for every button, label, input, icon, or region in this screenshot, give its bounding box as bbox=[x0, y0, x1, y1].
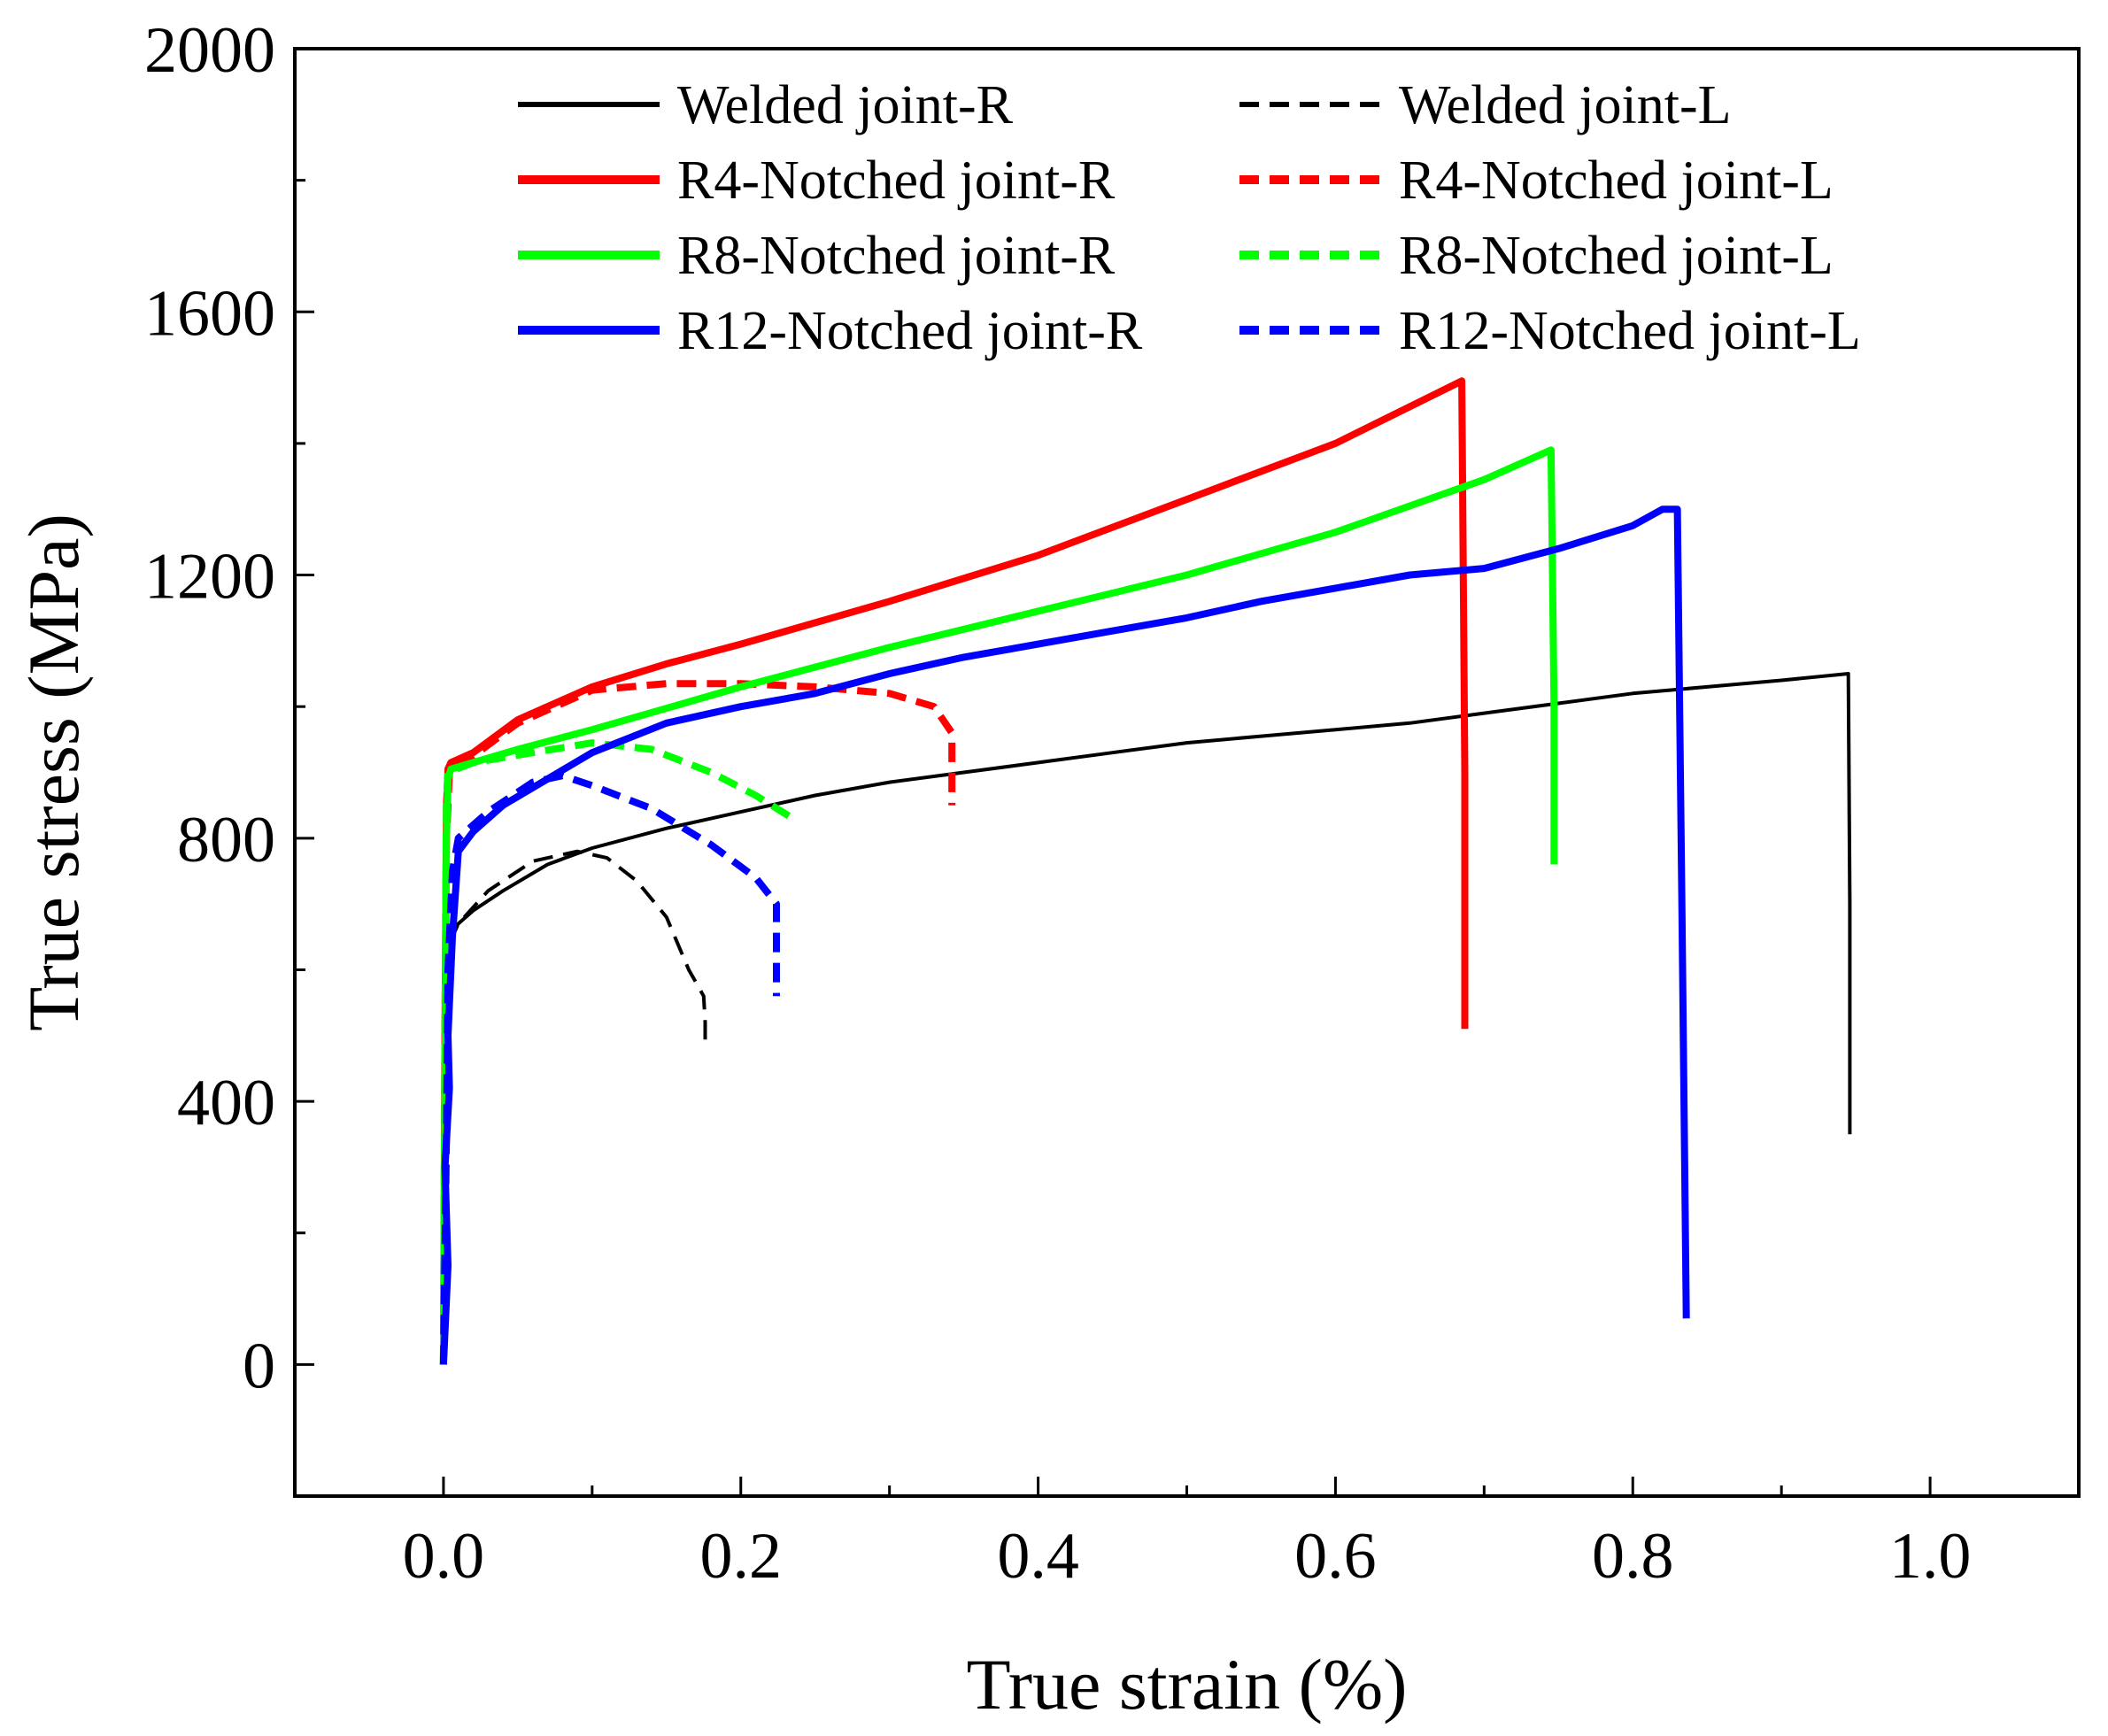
legend-label: R8-Notched joint-R bbox=[677, 226, 1116, 286]
y-tick-label: 0 bbox=[243, 1330, 275, 1402]
legend-label: Welded joint-R bbox=[677, 75, 1014, 135]
y-tick-label: 1200 bbox=[144, 541, 275, 613]
series-layer bbox=[439, 377, 1852, 1365]
x-tick-label: 0.4 bbox=[997, 1520, 1079, 1593]
legend-label: R8-Notched joint-L bbox=[1399, 226, 1834, 286]
x-tick-label: 0.6 bbox=[1294, 1520, 1377, 1593]
axis-ticks: 0.0 0.2 0.4 0.6 0.8 1.0 0 400 800 1200 1600 2000 bbox=[144, 14, 2081, 1593]
legend-label: R4-Notched joint-R bbox=[677, 150, 1116, 211]
legend-label: R12-Notched joint-L bbox=[1399, 301, 1861, 361]
legend: Welded joint-R Welded joint-L R4-Notched j… bbox=[518, 75, 1861, 361]
x-tick-label: 0.8 bbox=[1592, 1520, 1674, 1593]
series-line-r8-notched-joint-r bbox=[439, 446, 1558, 1365]
y-tick-label: 2000 bbox=[144, 14, 275, 87]
x-axis-title: True strain (%) bbox=[966, 1644, 1407, 1724]
x-tick-label: 0.2 bbox=[700, 1520, 783, 1593]
y-tick-label: 1600 bbox=[144, 277, 275, 350]
legend-label: R12-Notched joint-R bbox=[677, 301, 1143, 361]
x-tick-label: 1.0 bbox=[1889, 1520, 1972, 1593]
x-tick-label: 0.0 bbox=[403, 1520, 485, 1593]
series-line-r8-notched-joint-l bbox=[439, 739, 795, 1365]
y-axis-title: True stress (MPa) bbox=[13, 513, 94, 1031]
y-tick-label: 800 bbox=[177, 804, 275, 876]
legend-label: R4-Notched joint-L bbox=[1399, 150, 1834, 211]
y-tick-label: 400 bbox=[177, 1067, 275, 1139]
series-line-r12-notched-joint-l bbox=[439, 772, 780, 1365]
legend-label: Welded joint-L bbox=[1399, 75, 1732, 135]
